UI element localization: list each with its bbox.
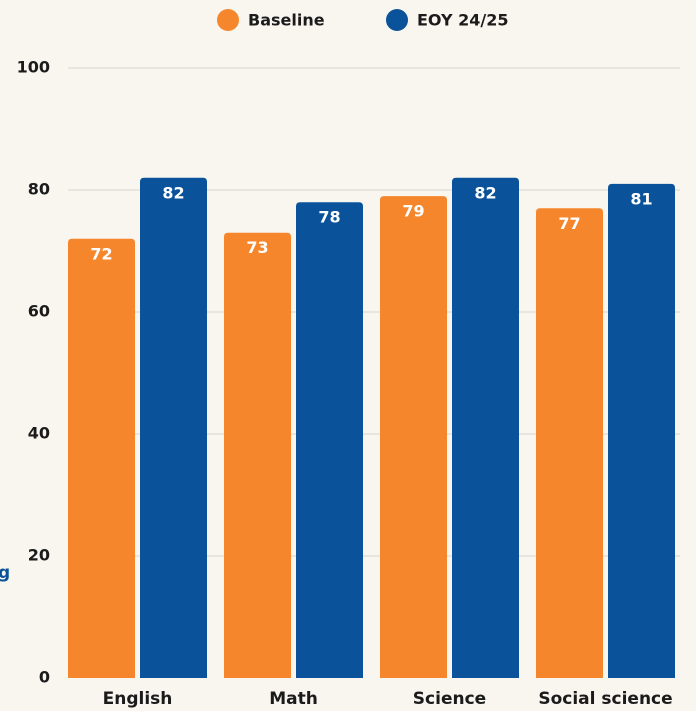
legend-swatch (217, 9, 239, 31)
bar (140, 177, 207, 679)
bar (380, 196, 447, 678)
legend-swatch (386, 9, 408, 31)
y-tick-label: 60 (28, 302, 50, 321)
y-axis-label: g (0, 563, 10, 583)
bar (452, 177, 519, 679)
x-tick-label: English (103, 689, 173, 709)
data-label: 81 (630, 189, 652, 208)
y-tick-label: 40 (28, 424, 50, 443)
bar (296, 202, 363, 678)
data-label: 79 (402, 202, 424, 221)
bar (608, 183, 675, 678)
bar (224, 232, 291, 678)
x-tick-label: Science (413, 689, 486, 709)
x-tick-label: Math (269, 689, 318, 709)
legend-label: Baseline (248, 11, 325, 30)
y-tick-label: 100 (17, 58, 50, 77)
data-label: 78 (318, 208, 340, 227)
data-label: 82 (162, 183, 184, 202)
bar (68, 238, 135, 679)
data-label: 72 (90, 244, 112, 263)
y-tick-label: 20 (28, 546, 50, 565)
y-tick-label: 0 (39, 668, 50, 687)
data-label: 73 (246, 238, 268, 257)
x-tick-label: Social science (538, 689, 672, 709)
y-tick-label: 80 (28, 180, 50, 199)
legend-label: EOY 24/25 (417, 11, 509, 30)
bar (536, 208, 603, 679)
data-label: 82 (474, 183, 496, 202)
data-label: 77 (558, 214, 580, 233)
